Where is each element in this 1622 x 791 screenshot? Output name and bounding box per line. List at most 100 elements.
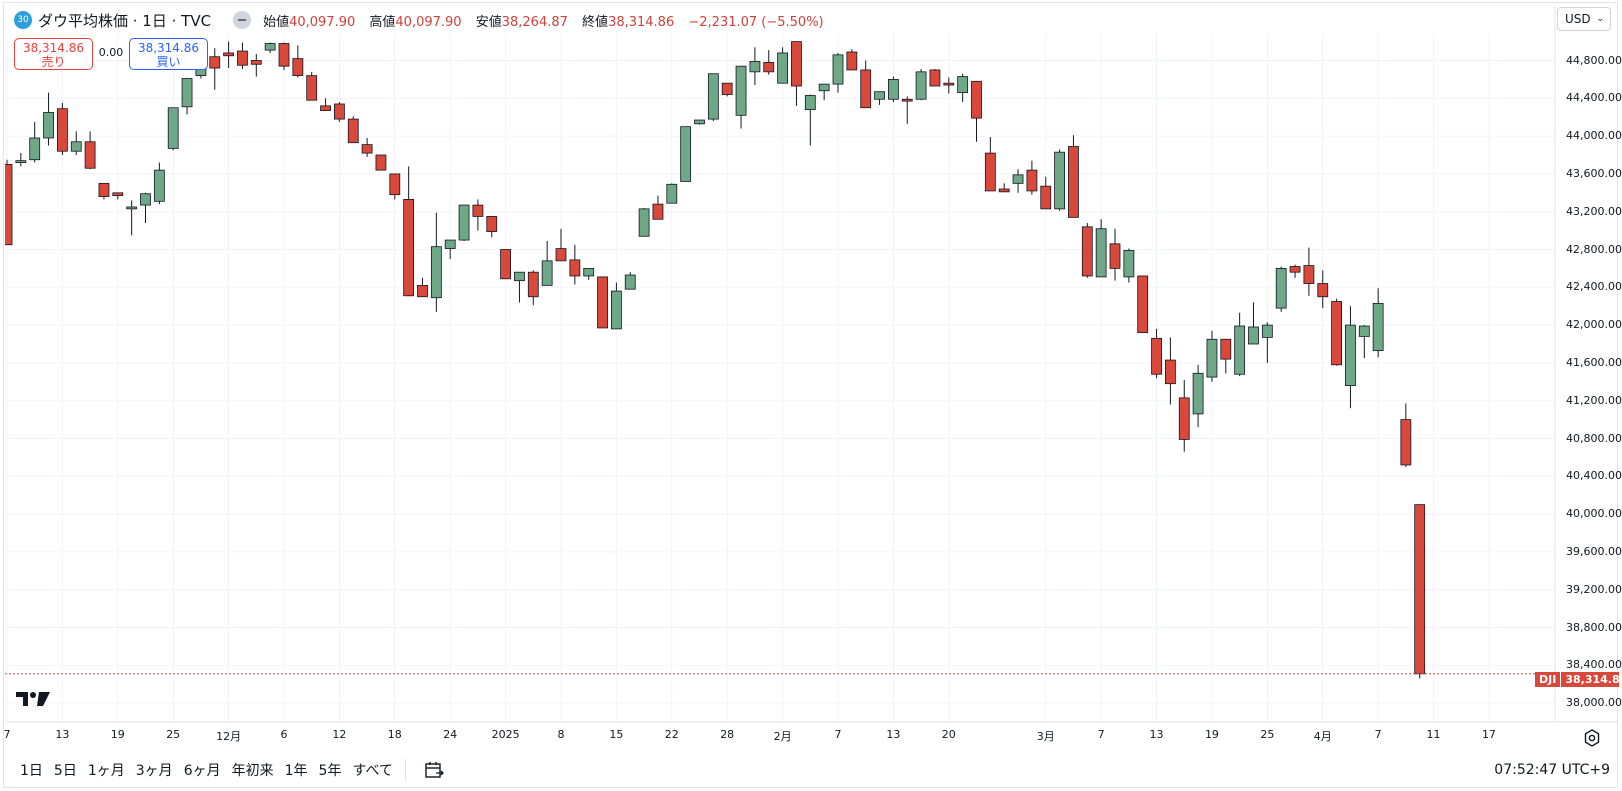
candle[interactable]: [84, 131, 96, 170]
candle[interactable]: [541, 240, 553, 286]
candle[interactable]: [749, 47, 761, 86]
candle[interactable]: [1165, 337, 1176, 405]
candle[interactable]: [624, 272, 636, 290]
candle[interactable]: [1261, 322, 1273, 363]
range-ytd-button[interactable]: 年初来: [231, 763, 274, 779]
candle[interactable]: [43, 92, 54, 146]
range-3m-button[interactable]: 3ヶ月: [135, 763, 173, 779]
candle[interactable]: [735, 65, 747, 129]
candle[interactable]: [1317, 270, 1329, 309]
candle[interactable]: [694, 119, 705, 125]
candle[interactable]: [680, 126, 692, 182]
candle[interactable]: [1400, 403, 1412, 467]
candle[interactable]: [791, 41, 802, 106]
range-5y-button[interactable]: 5年: [318, 763, 342, 779]
candle[interactable]: [818, 83, 830, 101]
candle[interactable]: [320, 98, 331, 111]
candle[interactable]: [1345, 306, 1356, 409]
candle[interactable]: [430, 212, 442, 312]
candle[interactable]: [1289, 264, 1301, 278]
range-5d-button[interactable]: 5日: [53, 763, 77, 779]
candle[interactable]: [611, 282, 622, 330]
candle[interactable]: [721, 82, 733, 97]
candle[interactable]: [112, 192, 124, 200]
symbol-badge[interactable]: 30: [14, 11, 32, 29]
candle[interactable]: [486, 216, 498, 238]
candle[interactable]: [1054, 149, 1065, 211]
candle[interactable]: [1303, 247, 1315, 296]
range-1y-button[interactable]: 1年: [284, 763, 308, 779]
utc-clock[interactable]: 07:52:47 UTC+9: [1494, 762, 1610, 778]
candle[interactable]: [555, 228, 567, 262]
candle[interactable]: [860, 60, 872, 109]
calendar-icon[interactable]: [424, 760, 444, 780]
candle[interactable]: [70, 131, 82, 155]
candle[interactable]: [1040, 176, 1052, 210]
candle[interactable]: [846, 49, 858, 71]
collapse-toggle-icon[interactable]: [233, 11, 252, 29]
candle[interactable]: [57, 103, 68, 155]
range-1m-button[interactable]: 1ヶ月: [87, 763, 125, 779]
candle[interactable]: [707, 73, 719, 121]
candle[interactable]: [1026, 160, 1038, 195]
candle[interactable]: [971, 80, 982, 142]
candle[interactable]: [1151, 328, 1162, 379]
tradingview-logo[interactable]: [16, 690, 50, 708]
candle[interactable]: [306, 71, 318, 101]
candle[interactable]: [1414, 504, 1426, 679]
candle[interactable]: [1248, 302, 1259, 345]
candle[interactable]: [458, 204, 470, 241]
candle[interactable]: [901, 96, 913, 124]
candle[interactable]: [915, 69, 927, 101]
candle[interactable]: [444, 239, 456, 259]
sell-button[interactable]: 38,314.86 売り: [14, 38, 93, 70]
candle[interactable]: [1358, 325, 1370, 359]
candle[interactable]: [500, 249, 512, 280]
candle[interactable]: [403, 166, 415, 297]
candle[interactable]: [638, 207, 650, 237]
candle[interactable]: [361, 137, 373, 157]
candle[interactable]: [417, 277, 428, 298]
range-6m-button[interactable]: 6ヶ月: [183, 763, 221, 779]
candle[interactable]: [264, 42, 276, 53]
candle[interactable]: [1178, 379, 1190, 452]
candle[interactable]: [1109, 228, 1121, 281]
candle[interactable]: [569, 244, 581, 285]
candle[interactable]: [888, 76, 899, 103]
candle[interactable]: [1123, 248, 1135, 283]
candle[interactable]: [167, 107, 179, 151]
candle[interactable]: [1275, 266, 1287, 312]
candle[interactable]: [652, 195, 664, 220]
candle[interactable]: [472, 199, 484, 231]
range-all-button[interactable]: すべて: [352, 763, 393, 779]
candle[interactable]: [804, 94, 816, 146]
candle[interactable]: [777, 47, 788, 84]
candle[interactable]: [1331, 298, 1342, 366]
candle[interactable]: [347, 116, 359, 144]
candle[interactable]: [763, 50, 775, 75]
candle[interactable]: [874, 91, 885, 105]
candle[interactable]: [15, 153, 27, 167]
currency-select[interactable]: USD ⌄: [1557, 7, 1611, 31]
candle[interactable]: [209, 48, 221, 90]
candle[interactable]: [929, 69, 941, 87]
settings-icon[interactable]: [1582, 728, 1602, 748]
candle[interactable]: [984, 137, 996, 192]
candle[interactable]: [1192, 364, 1204, 428]
candle[interactable]: [1372, 288, 1384, 358]
chart-title[interactable]: ダウ平均株価 · 1日 · TVC: [38, 11, 212, 30]
candle[interactable]: [153, 162, 165, 205]
buy-button[interactable]: 38,314.86 買い: [129, 38, 208, 70]
candle[interactable]: [98, 182, 110, 200]
candle[interactable]: [278, 42, 290, 70]
candle[interactable]: [333, 102, 345, 122]
candle[interactable]: [126, 200, 138, 236]
candle[interactable]: [29, 121, 41, 163]
candle[interactable]: [514, 271, 525, 303]
candle[interactable]: [998, 183, 1010, 193]
candle[interactable]: [1095, 219, 1107, 278]
candle[interactable]: [1234, 312, 1246, 377]
candle[interactable]: [597, 276, 608, 329]
candle[interactable]: [832, 52, 844, 93]
